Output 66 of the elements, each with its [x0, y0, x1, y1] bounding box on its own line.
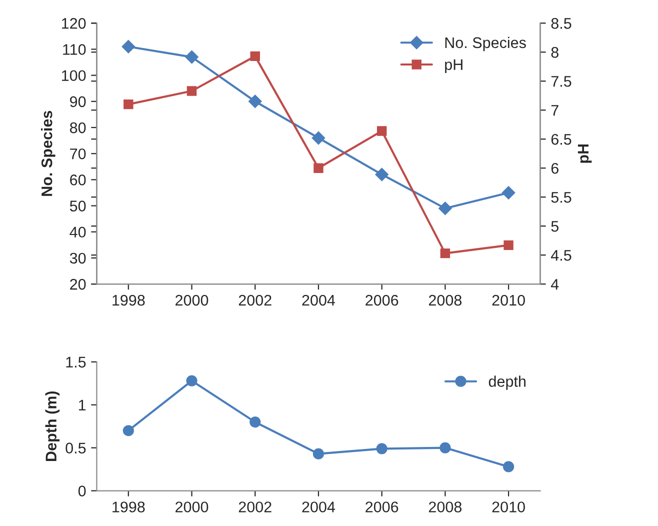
y2-tick-label: 6 — [551, 162, 558, 174]
x-tick-label: 2008 — [428, 294, 462, 306]
x-tick-label: 2010 — [492, 502, 525, 512]
point — [122, 425, 134, 436]
point — [440, 442, 451, 454]
point — [440, 248, 450, 258]
point — [438, 202, 452, 215]
y-tick-label: 0.5 — [66, 442, 86, 454]
legend-label: depth — [488, 376, 526, 390]
point — [376, 443, 388, 454]
point — [124, 99, 134, 110]
y-tick-label: 20 — [70, 278, 86, 290]
x-tick-label: 2000 — [176, 294, 208, 306]
point — [375, 168, 388, 182]
x-tick-label: 2004 — [302, 502, 336, 512]
y-tick-label: 110 — [63, 44, 86, 55]
point — [248, 94, 262, 108]
point — [502, 186, 516, 200]
x-tick-label: 2000 — [176, 502, 208, 512]
legend-label: No. Species — [445, 36, 526, 52]
y-axis-title: No. Species — [41, 110, 56, 196]
point — [186, 375, 198, 386]
y2-tick-label: 6.5 — [551, 134, 572, 145]
x-tick-label: 1998 — [112, 502, 145, 512]
point — [250, 416, 261, 428]
y-tick-label: 0 — [78, 486, 86, 496]
point — [502, 461, 514, 472]
x-tick-label: 1998 — [112, 294, 145, 306]
y2-tick-label: 7.5 — [551, 76, 572, 87]
point — [312, 131, 326, 145]
y-tick-label: 1.5 — [66, 356, 86, 368]
x-tick-label: 2008 — [428, 502, 462, 512]
y2-tick-label: 8 — [551, 47, 558, 58]
x-tick-label: 2002 — [238, 294, 272, 306]
y2-tick-label: 7 — [551, 105, 558, 116]
y-tick-label: 30 — [70, 252, 86, 264]
y2-tick-label: 4.5 — [550, 250, 572, 261]
point — [376, 126, 387, 136]
point — [186, 86, 197, 96]
point — [312, 448, 324, 460]
y-axis-title: Depth (m) — [45, 391, 60, 461]
y-tick-label: 120 — [62, 18, 86, 29]
y2-tick-label: 4 — [550, 279, 559, 290]
y2-tick-label: 8.5 — [551, 18, 572, 29]
point — [314, 163, 324, 173]
point — [185, 50, 198, 64]
x-tick-label: 2006 — [366, 294, 398, 306]
point — [122, 40, 135, 54]
legend-label: pH — [445, 59, 462, 74]
x-tick-label: 2006 — [366, 502, 398, 512]
y2-tick-label: 5.5 — [551, 192, 572, 203]
y-tick-label: 50 — [70, 200, 86, 212]
y-tick-label: 100 — [62, 70, 86, 82]
x-tick-label: 2002 — [238, 502, 272, 512]
y-tick-label: 70 — [70, 148, 86, 160]
y-tick-label: 40 — [70, 226, 86, 238]
point — [250, 51, 260, 62]
y-tick-label: 90 — [70, 96, 86, 108]
y2-tick-label: 5 — [551, 221, 558, 232]
x-tick-label: 2010 — [492, 294, 525, 306]
y2-axis-title: pH — [578, 144, 592, 163]
point — [504, 240, 514, 250]
x-tick-label: 2004 — [302, 294, 336, 306]
y-tick-label: 60 — [70, 174, 86, 186]
y-tick-label: 1 — [78, 400, 86, 410]
y-tick-label: 80 — [70, 122, 86, 134]
